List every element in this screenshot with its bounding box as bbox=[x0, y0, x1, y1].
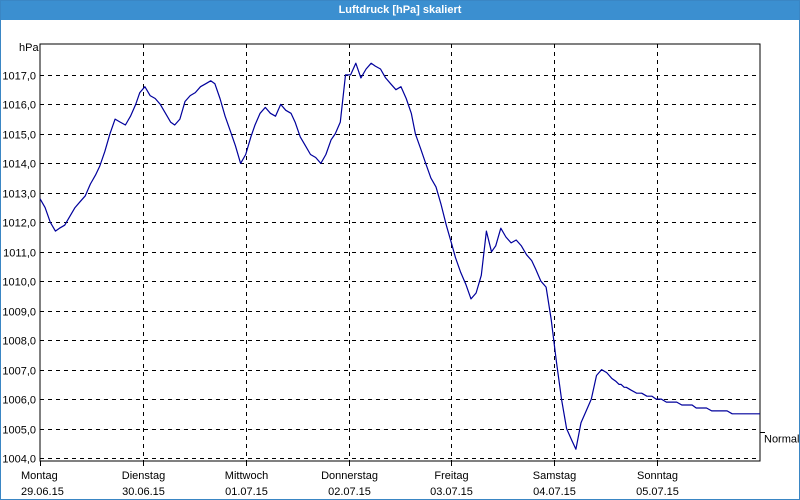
plot-frame bbox=[39, 43, 761, 462]
y-tick-label: 1013,0 bbox=[2, 189, 36, 201]
y-tick-label: 1005,0 bbox=[2, 425, 36, 437]
x-tick-label-day: Donnerstag bbox=[321, 470, 378, 482]
x-tick-label-date: 03.07.15 bbox=[430, 486, 473, 498]
series-line bbox=[39, 62, 760, 450]
y-tick-label: 1009,0 bbox=[2, 307, 36, 319]
x-tick-label-day: Samstag bbox=[533, 470, 576, 482]
y-tick-label: 1004,0 bbox=[2, 454, 36, 466]
y-tick-label: 1014,0 bbox=[2, 159, 36, 171]
x-tick-label-day: Dienstag bbox=[122, 470, 165, 482]
series-layer bbox=[39, 62, 760, 450]
labels-layer: 1004,0 1005,0 1006,0 1007,0 1008,0 1009,0 1010… bbox=[2, 42, 799, 498]
y-tick-label: 1006,0 bbox=[2, 395, 36, 407]
x-tick-label-date: 29.06.15 bbox=[21, 486, 64, 498]
y-tick-label: 1012,0 bbox=[2, 218, 36, 230]
y-tick-label: 1010,0 bbox=[2, 277, 36, 289]
y-tick-label: 1017,0 bbox=[2, 71, 36, 83]
normal-label: Normal bbox=[764, 434, 799, 446]
y-tick-label: 1011,0 bbox=[3, 248, 36, 260]
x-tick-label-date: 30.06.15 bbox=[122, 486, 165, 498]
x-tick-label-day: Montag bbox=[21, 470, 58, 482]
axes-layer bbox=[39, 43, 765, 466]
grid-layer bbox=[40, 44, 760, 461]
x-tick-label-day: Mittwoch bbox=[225, 470, 268, 482]
y-tick-label: 1008,0 bbox=[2, 336, 36, 348]
x-tick-label-date: 01.07.15 bbox=[225, 486, 268, 498]
x-tick-label-day: Sonntag bbox=[637, 470, 678, 482]
y-axis-label: hPa bbox=[19, 42, 39, 54]
y-tick-label: 1016,0 bbox=[2, 100, 36, 112]
x-tick-label-date: 05.07.15 bbox=[636, 486, 679, 498]
x-tick-label-date: 04.07.15 bbox=[533, 486, 576, 498]
window-title: Luftdruck [hPa] skaliert bbox=[1, 1, 799, 20]
y-tick-label: 1007,0 bbox=[2, 366, 36, 378]
y-tick-label: 1015,0 bbox=[2, 130, 36, 142]
x-tick-label-date: 02.07.15 bbox=[328, 486, 371, 498]
x-tick-label-day: Freitag bbox=[434, 470, 468, 482]
